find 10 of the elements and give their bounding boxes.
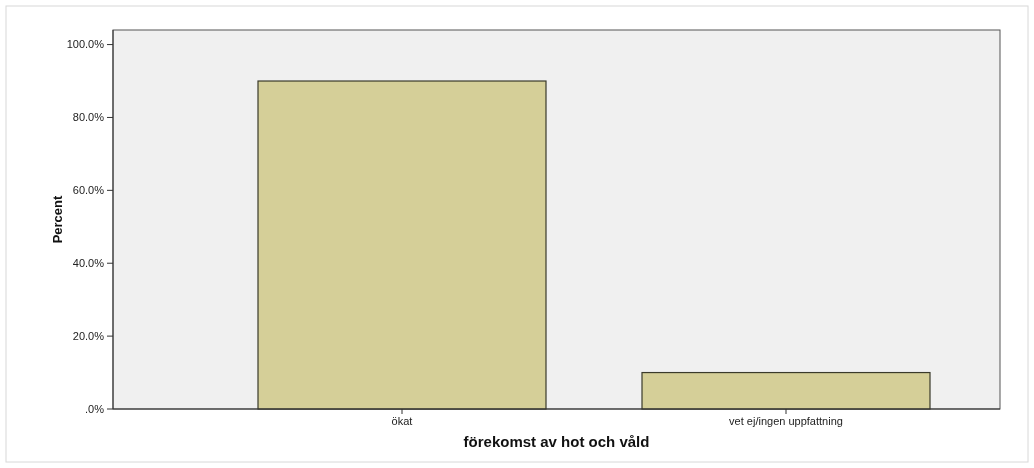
y-tick-label: .0% [85, 402, 105, 415]
y-tick-label: 60.0% [72, 184, 105, 197]
y-tick-label: 40.0% [72, 257, 105, 270]
y-axis-title: Percent [50, 194, 65, 244]
x-tick-label: vet ej/ingen uppfattning [729, 415, 843, 427]
y-tick-label: 80.0% [72, 111, 105, 124]
x-axis-title: förekomst av hot och våld [463, 433, 650, 450]
x-tick-label: ökat [391, 415, 413, 427]
y-tick-label: 100.0% [66, 38, 105, 51]
y-tick-label: 20.0% [72, 329, 105, 342]
